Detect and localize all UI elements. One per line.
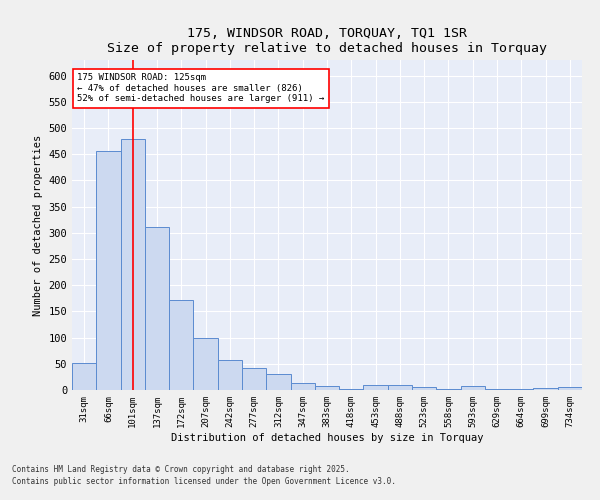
- Bar: [145, 227, 169, 390]
- Text: Contains HM Land Registry data © Crown copyright and database right 2025.: Contains HM Land Registry data © Crown c…: [12, 466, 350, 474]
- Bar: [412, 388, 436, 390]
- Bar: [96, 151, 121, 390]
- Bar: [121, 138, 145, 390]
- Y-axis label: Number of detached properties: Number of detached properties: [33, 134, 43, 316]
- Bar: [193, 338, 218, 390]
- Bar: [558, 388, 582, 390]
- Bar: [169, 300, 193, 390]
- Bar: [364, 386, 388, 390]
- Bar: [266, 374, 290, 390]
- Title: 175, WINDSOR ROAD, TORQUAY, TQ1 1SR
Size of property relative to detached houses: 175, WINDSOR ROAD, TORQUAY, TQ1 1SR Size…: [107, 26, 547, 54]
- Text: 175 WINDSOR ROAD: 125sqm
← 47% of detached houses are smaller (826)
52% of semi-: 175 WINDSOR ROAD: 125sqm ← 47% of detach…: [77, 73, 325, 103]
- Bar: [218, 360, 242, 390]
- Bar: [242, 368, 266, 390]
- Bar: [72, 363, 96, 390]
- Bar: [315, 386, 339, 390]
- Bar: [461, 386, 485, 390]
- Text: Contains public sector information licensed under the Open Government Licence v3: Contains public sector information licen…: [12, 476, 396, 486]
- Bar: [533, 388, 558, 390]
- Bar: [290, 382, 315, 390]
- X-axis label: Distribution of detached houses by size in Torquay: Distribution of detached houses by size …: [171, 432, 483, 442]
- Bar: [388, 385, 412, 390]
